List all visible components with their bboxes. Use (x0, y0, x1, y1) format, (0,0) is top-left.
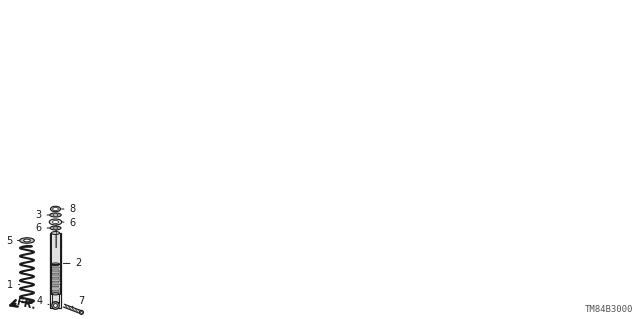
Bar (51, 233, 61, 308)
Ellipse shape (54, 304, 58, 308)
Text: 7: 7 (72, 296, 84, 307)
Text: 2: 2 (63, 258, 82, 268)
Bar (51, 279, 60, 281)
Ellipse shape (50, 226, 61, 230)
Bar (52, 290, 59, 292)
Text: 6: 6 (63, 218, 76, 228)
Ellipse shape (49, 219, 61, 225)
Bar (51, 233, 60, 264)
Bar (52, 294, 59, 303)
Text: TM84B3000: TM84B3000 (585, 306, 634, 315)
Bar (51, 275, 60, 277)
Bar (51, 292, 60, 294)
Ellipse shape (79, 310, 83, 314)
Ellipse shape (81, 311, 83, 313)
Ellipse shape (52, 293, 59, 295)
Bar (51, 284, 60, 286)
Text: FR.: FR. (16, 297, 37, 312)
Ellipse shape (51, 206, 61, 212)
Text: 1: 1 (7, 279, 19, 290)
Ellipse shape (53, 214, 58, 216)
Text: 4: 4 (36, 296, 49, 307)
Ellipse shape (20, 238, 35, 243)
Text: 5: 5 (6, 235, 19, 246)
Bar (52, 273, 59, 275)
Bar (52, 264, 59, 266)
Ellipse shape (50, 213, 61, 217)
Bar (52, 281, 59, 283)
Bar (52, 269, 59, 271)
Bar (51, 264, 60, 294)
Bar (51, 267, 60, 268)
Ellipse shape (53, 227, 58, 229)
Text: 3: 3 (35, 210, 49, 220)
Bar (51, 271, 60, 273)
Bar (52, 277, 59, 279)
Bar (52, 286, 59, 287)
Ellipse shape (52, 302, 59, 304)
Ellipse shape (51, 263, 60, 265)
Text: 6: 6 (35, 223, 49, 233)
Ellipse shape (51, 232, 60, 234)
Ellipse shape (52, 220, 58, 224)
Ellipse shape (52, 302, 60, 309)
Ellipse shape (24, 239, 30, 242)
Text: 8: 8 (61, 204, 76, 214)
Bar (51, 288, 60, 290)
Ellipse shape (52, 207, 58, 211)
